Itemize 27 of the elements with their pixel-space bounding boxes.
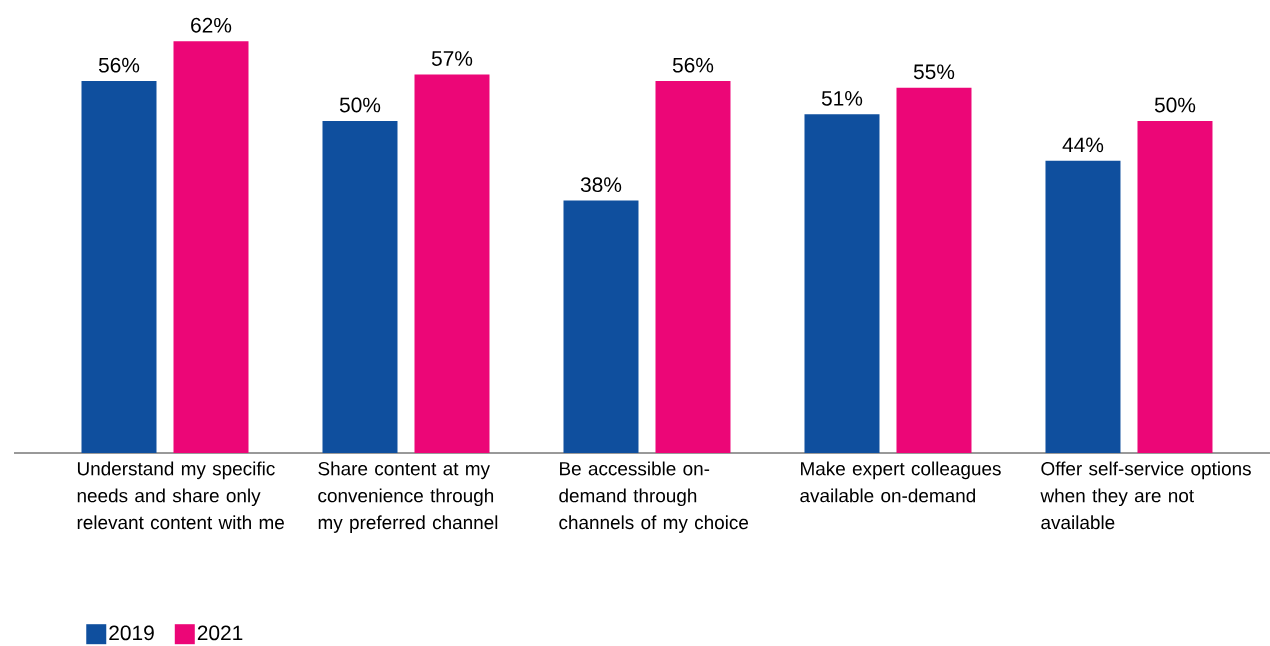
bar <box>1045 160 1121 453</box>
data-label: 44% <box>1062 137 1104 153</box>
x-tick-label: Make expert colleagues available on-demand <box>800 461 1001 503</box>
bar <box>655 81 731 453</box>
data-label: 57% <box>431 51 473 66</box>
x-tick-label: Share content at my convenience through my preferred channel <box>318 461 498 533</box>
bar <box>563 200 639 453</box>
data-label: 50% <box>339 97 381 113</box>
data-label: 62% <box>191 17 232 33</box>
data-label: 50% <box>1154 97 1196 113</box>
bar <box>173 41 249 453</box>
data-label: 51% <box>821 91 863 106</box>
x-tick-label: Understand my specific needs and share only relevant content with me <box>77 461 284 530</box>
bar <box>81 81 157 453</box>
bar <box>1137 120 1213 453</box>
bar <box>322 120 398 453</box>
x-tick-label: Offer self-service options when they are not available <box>1040 461 1251 530</box>
bar <box>804 114 880 453</box>
data-label: 55% <box>913 64 955 80</box>
data-label: 56% <box>672 57 714 73</box>
x-tick-label: Be accessible on-demand through channels of my choice <box>559 461 749 533</box>
data-label: 38% <box>580 177 622 193</box>
legend-label: 2019 <box>109 625 154 641</box>
bar <box>414 74 490 453</box>
data-label: 56% <box>98 57 140 73</box>
legend-label: 2021 <box>197 625 243 641</box>
bar <box>896 87 972 453</box>
